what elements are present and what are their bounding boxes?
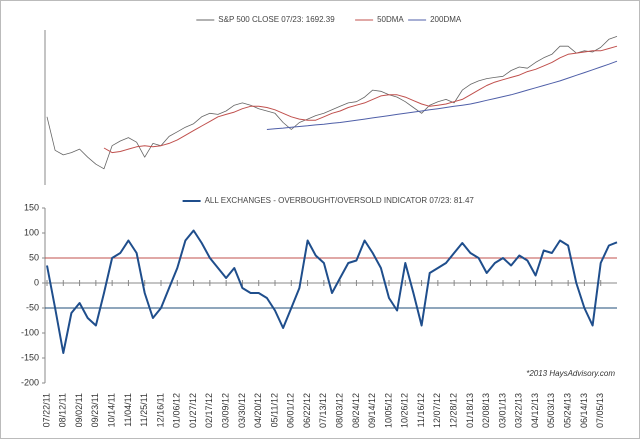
x-tick-label: 03/01/13 [497, 393, 507, 428]
x-tick-label: 04/12/13 [530, 393, 540, 428]
x-tick-label: 02/17/12 [204, 393, 214, 428]
series-line [46, 229, 618, 354]
annotation: *2013 HaysAdvisory.com [526, 369, 615, 378]
x-tick-label: 08/03/12 [335, 393, 345, 428]
x-tick-label: 10/05/12 [383, 393, 393, 428]
series-line [266, 60, 618, 130]
y-tick-label: 150 [24, 202, 39, 212]
x-tick-label: 05/24/13 [563, 393, 573, 428]
x-tick-label: 05/11/12 [269, 393, 279, 427]
x-tick-label: 06/22/12 [302, 393, 312, 428]
y-tick-label: 50 [29, 252, 39, 262]
y-tick-label: -200 [21, 377, 39, 387]
y-tick-label: -100 [21, 327, 39, 337]
series-line [103, 45, 618, 154]
x-tick-label: 06/14/13 [579, 393, 589, 428]
y-tick-label: 0 [34, 277, 39, 287]
x-tick-label: 10/14/11 [107, 393, 117, 427]
x-tick-label: 07/05/13 [595, 393, 605, 428]
x-tick-label: 12/16/11 [155, 393, 165, 427]
x-tick-label: 11/04/11 [123, 393, 133, 427]
legend-label: S&P 500 CLOSE 07/23: 1692.39 [218, 15, 335, 24]
x-tick-label: 08/24/12 [351, 393, 361, 428]
x-tick-label: 09/23/11 [90, 393, 100, 427]
y-tick-label: -150 [21, 352, 39, 362]
x-tick-label: 01/27/12 [188, 393, 198, 428]
x-tick-label: 06/01/12 [286, 393, 296, 428]
x-tick-label: 12/28/12 [449, 393, 459, 428]
x-tick-label: 10/26/12 [400, 393, 410, 428]
x-tick-label: 03/09/12 [221, 393, 231, 428]
x-tick-label: 04/20/12 [253, 393, 263, 428]
legend-label: 200DMA [430, 15, 462, 24]
y-tick-label: 100 [24, 227, 39, 237]
x-tick-label: 03/22/13 [514, 393, 524, 428]
x-tick-label: 08/12/11 [58, 393, 68, 427]
x-tick-label: 09/02/11 [74, 393, 84, 427]
x-tick-label: 07/22/11 [41, 393, 51, 427]
legend-label: 50DMA [377, 15, 404, 24]
x-tick-label: 11/25/11 [139, 393, 149, 427]
series-line [46, 36, 618, 170]
legend-label: ALL EXCHANGES - OVERBOUGHT/OVERSOLD INDI… [205, 196, 475, 205]
x-tick-label: 01/18/13 [465, 393, 475, 428]
x-tick-label: 12/07/12 [432, 393, 442, 428]
x-tick-label: 09/14/12 [367, 393, 377, 428]
x-tick-label: 11/16/12 [416, 393, 426, 427]
y-tick-label: -50 [26, 302, 39, 312]
x-tick-label: 07/13/12 [318, 393, 328, 428]
x-tick-label: 02/08/13 [481, 393, 491, 428]
x-tick-label: 03/30/12 [237, 393, 247, 428]
x-tick-label: 05/03/13 [546, 393, 556, 428]
x-tick-label: 01/06/12 [172, 393, 182, 428]
